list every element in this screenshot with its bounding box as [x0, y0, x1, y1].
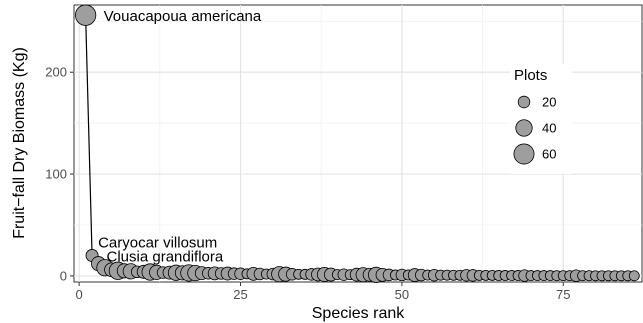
annotation-label: Clusia grandiflora [107, 249, 224, 266]
x-tick-label: 75 [556, 287, 570, 302]
x-axis-label: Species rank [312, 305, 405, 322]
data-series [74, 4, 640, 283]
y-axis-label: Fruit−fall Dry Biomass (Kg) [11, 47, 28, 239]
legend-label: 40 [542, 121, 556, 136]
y-tick-label: 200 [45, 65, 67, 80]
legend: Plots 20 40 60 [510, 64, 572, 174]
annotations: Vouacapoua americana Caryocar villosumClu… [98, 8, 262, 265]
data-point [628, 270, 640, 282]
legend-key [517, 95, 531, 109]
legend-key [515, 119, 533, 137]
legend-key [513, 143, 535, 165]
annotation-label: Caryocar villosum [98, 235, 217, 252]
axes: 0 25 50 75 0 100 200 [45, 65, 570, 302]
annotation-label: Vouacapoua americana [104, 8, 262, 25]
x-tick-label: 50 [395, 287, 409, 302]
x-tick-label: 25 [233, 287, 247, 302]
data-point [74, 4, 97, 26]
legend-title: Plots [514, 67, 547, 84]
legend-label: 20 [542, 95, 556, 110]
y-tick-label: 100 [45, 167, 67, 182]
legend-label: 60 [542, 147, 556, 162]
x-tick-label: 0 [76, 287, 83, 302]
y-tick-label: 0 [60, 268, 67, 283]
